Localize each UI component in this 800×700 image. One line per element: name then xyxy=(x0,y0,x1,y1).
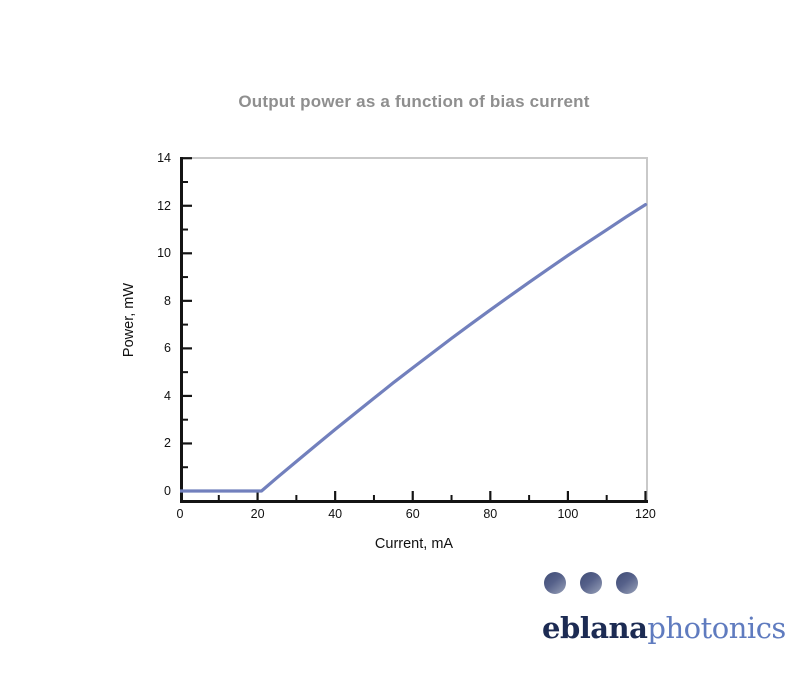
logo-brand-bold: eblana xyxy=(542,611,648,645)
li-curve-line xyxy=(180,202,648,493)
x-tick-label: 80 xyxy=(483,507,498,521)
chart-title: Output power as a function of bias curre… xyxy=(238,92,590,111)
x-axis-title: Current, mA xyxy=(374,536,454,552)
y-tick-label: 6 xyxy=(164,341,171,356)
x-tick-label: 20 xyxy=(250,507,265,521)
x-tick-label: 40 xyxy=(328,507,343,521)
x-tick-label: 0 xyxy=(176,507,184,521)
y-axis-title: Power, mW xyxy=(121,282,137,358)
eblana-photonics-logo: eblanaphotonics xyxy=(542,572,786,645)
y-tick-label: 14 xyxy=(157,151,171,166)
x-tick-label: 120 xyxy=(635,507,656,521)
y-tick-label: 10 xyxy=(157,246,171,261)
li-curve-plot xyxy=(180,157,648,503)
y-tick-label: 8 xyxy=(164,293,171,308)
x-tick-label: 60 xyxy=(405,507,420,521)
logo-dots xyxy=(544,572,786,594)
logo-wordmark: eblanaphotonics xyxy=(542,611,786,645)
y-tick-label: 12 xyxy=(157,198,171,213)
logo-brand-light: photonics xyxy=(647,611,786,645)
y-tick-label: 4 xyxy=(164,388,171,403)
sphere-dot-icon xyxy=(544,572,566,594)
y-tick-label: 0 xyxy=(164,484,171,498)
sphere-dot-icon xyxy=(616,572,638,594)
y-tick-label: 2 xyxy=(164,436,171,451)
x-tick-label: 100 xyxy=(557,507,579,521)
sphere-dot-icon xyxy=(580,572,602,594)
